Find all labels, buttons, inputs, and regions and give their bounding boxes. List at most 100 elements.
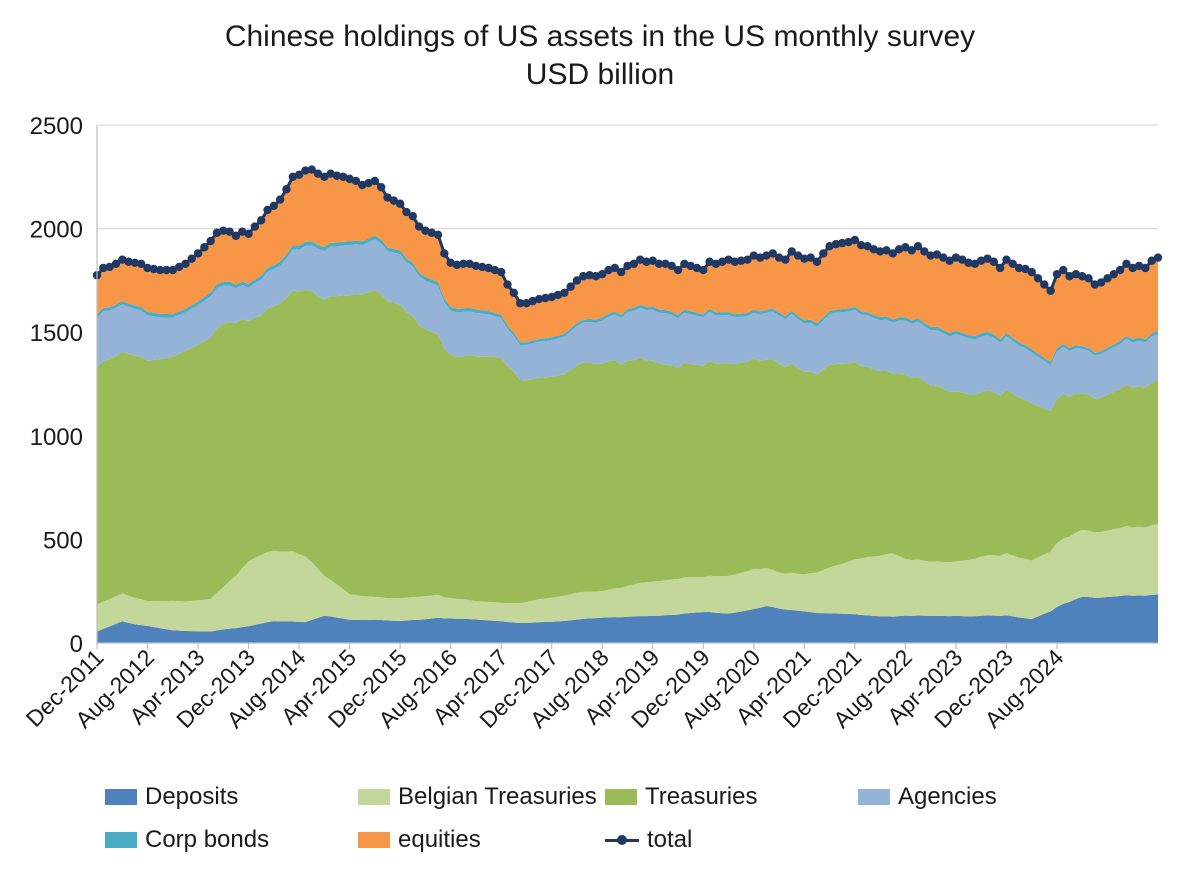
total-point (888, 249, 897, 258)
total-point (193, 249, 203, 258)
total-point (187, 254, 196, 263)
total-point (118, 255, 127, 264)
total-point (452, 260, 462, 270)
total-point (566, 282, 575, 291)
total-point (332, 171, 342, 180)
total-point (1084, 274, 1093, 283)
total-point (894, 245, 904, 254)
total-point (951, 253, 961, 262)
total-point (920, 247, 929, 256)
total-point (598, 269, 607, 279)
total-point (907, 246, 916, 255)
total-point (787, 247, 796, 256)
area-treasuries (97, 289, 1158, 605)
area-equities (97, 169, 1158, 363)
total-point (995, 263, 1005, 273)
total-point (1052, 269, 1062, 279)
total-point (440, 249, 449, 258)
total-point (648, 256, 657, 265)
total-point (579, 272, 588, 281)
total-point (882, 246, 891, 255)
total-point (1008, 259, 1017, 269)
total-point (1002, 255, 1011, 264)
total-point (143, 263, 152, 273)
total-point (724, 255, 733, 264)
total-point (364, 178, 373, 188)
y-tick-label: 0 (70, 631, 83, 658)
total-point (793, 251, 803, 260)
total-point (389, 196, 399, 205)
area-deposits (97, 594, 1158, 643)
total-point (1134, 261, 1144, 271)
total-point (718, 257, 727, 266)
total-point (288, 172, 297, 181)
total-point (465, 259, 474, 269)
area-agencies (97, 239, 1158, 412)
total-point (427, 228, 436, 237)
total-point (137, 259, 146, 269)
total-point (913, 242, 923, 251)
total-point (680, 259, 689, 269)
total-point (408, 211, 417, 221)
total-point (585, 271, 594, 280)
chart-subtitle: USD billion (525, 58, 675, 91)
total-point (1021, 264, 1030, 274)
total-point (635, 255, 645, 264)
total-point (749, 251, 759, 260)
total-point (781, 255, 790, 264)
total-point (629, 259, 639, 269)
total-point (850, 235, 860, 245)
total-point (1065, 272, 1074, 281)
total-point (1014, 263, 1024, 273)
total-point (1078, 272, 1087, 281)
y-tick-label: 2500 (30, 113, 83, 140)
total-point (301, 166, 310, 175)
total-point (534, 294, 544, 304)
total-point (181, 259, 190, 269)
total-point (844, 237, 853, 247)
total-point (320, 172, 329, 181)
total-point (989, 257, 998, 266)
total-point (459, 259, 468, 269)
total-point (351, 176, 361, 186)
total-point (774, 253, 784, 262)
total-point (522, 298, 531, 308)
total-point (964, 258, 973, 267)
total-point (99, 263, 108, 273)
total-point (212, 228, 222, 237)
y-tick-label: 2000 (30, 217, 83, 244)
total-point (825, 242, 834, 251)
y-tick-label: 1000 (30, 424, 83, 451)
total-point (686, 261, 695, 271)
total-point (945, 256, 954, 265)
total-point (1033, 274, 1043, 283)
total-point (206, 236, 215, 246)
total-point (313, 169, 323, 178)
total-point (610, 263, 620, 273)
total-point (433, 230, 443, 240)
total-point (155, 265, 165, 275)
total-point (219, 226, 228, 235)
total-point (730, 257, 740, 266)
total-point (1096, 278, 1106, 287)
total-point (1109, 269, 1118, 279)
total-point (616, 267, 626, 277)
total-point (509, 288, 519, 298)
total-point (282, 185, 291, 194)
total-point (976, 256, 986, 265)
total-point (806, 253, 815, 262)
total-point (1103, 274, 1112, 283)
total-point (383, 193, 392, 202)
y-tick-label: 500 (43, 527, 83, 554)
total-point (762, 251, 771, 260)
total-point (547, 292, 556, 302)
total-point (553, 290, 563, 300)
total-point (875, 247, 885, 256)
total-point (604, 265, 613, 275)
total-point (105, 262, 114, 272)
total-point (395, 199, 405, 208)
total-point (358, 180, 367, 190)
total-point (692, 263, 702, 273)
total-point (339, 172, 348, 181)
